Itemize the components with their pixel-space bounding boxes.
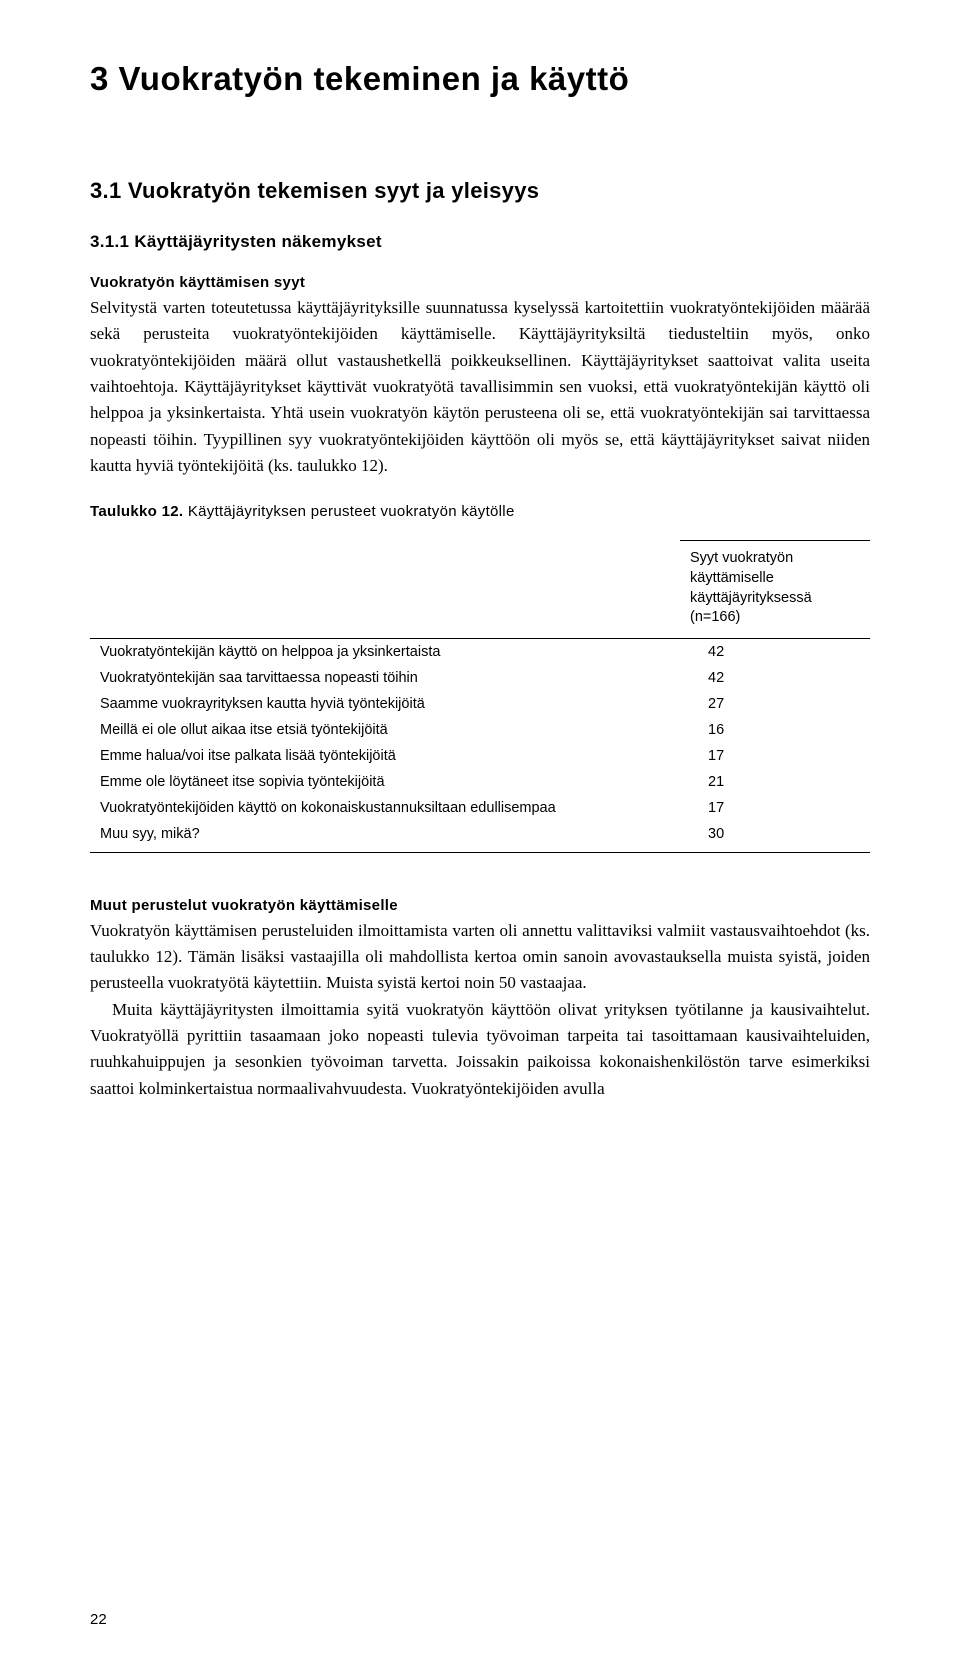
table-cell-value: 27 (680, 691, 870, 717)
subheading-reasons: Vuokratyön käyttämisen syyt (90, 274, 870, 291)
paragraph-other-2: Muita käyttäjäyritysten ilmoittamia syit… (90, 997, 870, 1102)
section-title: 3.1 Vuokratyön tekemisen syyt ja yleisyy… (90, 178, 870, 204)
subsection-title: 3.1.1 Käyttäjäyritysten näkemykset (90, 232, 870, 252)
table-cell-value: 16 (680, 717, 870, 743)
table-cell-label: Saamme vuokrayrityksen kautta hyviä työn… (90, 691, 680, 717)
paragraph-reasons: Selvitystä varten toteutetussa käyttäjäy… (90, 295, 870, 479)
table-cell-value: 17 (680, 743, 870, 769)
table-cell-label: Meillä ei ole ollut aikaa itse etsiä työ… (90, 717, 680, 743)
table-cell-value: 42 (680, 665, 870, 691)
table-header-right: Syyt vuokratyön käyttämiselle käyttäjäyr… (680, 541, 870, 638)
page-number: 22 (90, 1611, 107, 1628)
table-caption-label: Taulukko 12. (90, 503, 183, 520)
table-cell-value: 21 (680, 769, 870, 795)
table-cell-label: Emme ole löytäneet itse sopivia työnteki… (90, 769, 680, 795)
table-caption: Taulukko 12. Käyttäjäyrityksen perusteet… (90, 503, 870, 520)
table-row: Muu syy, mikä? 30 (90, 821, 870, 853)
table-reasons: Syyt vuokratyön käyttämiselle käyttäjäyr… (90, 540, 870, 852)
table-header-empty (90, 541, 680, 638)
table-cell-label: Vuokratyöntekijöiden käyttö on kokonaisk… (90, 795, 680, 821)
table-row: Vuokratyöntekijän saa tarvittaessa nopea… (90, 665, 870, 691)
table-cell-label: Emme halua/voi itse palkata lisää työnte… (90, 743, 680, 769)
table-row: Meillä ei ole ollut aikaa itse etsiä työ… (90, 717, 870, 743)
chapter-title: 3 Vuokratyön tekeminen ja käyttö (90, 60, 870, 98)
table-caption-text: Käyttäjäyrityksen perusteet vuokratyön k… (183, 503, 514, 520)
table-row: Emme ole löytäneet itse sopivia työnteki… (90, 769, 870, 795)
paragraph-other-1: Vuokratyön käyttämisen perusteluiden ilm… (90, 918, 870, 997)
table-cell-value: 42 (680, 638, 870, 665)
table-row: Emme halua/voi itse palkata lisää työnte… (90, 743, 870, 769)
table-cell-label: Muu syy, mikä? (90, 821, 680, 853)
table-cell-label: Vuokratyöntekijän saa tarvittaessa nopea… (90, 665, 680, 691)
table-cell-value: 30 (680, 821, 870, 853)
table-cell-value: 17 (680, 795, 870, 821)
table-row: Vuokratyöntekijän käyttö on helppoa ja y… (90, 638, 870, 665)
table-row: Saamme vuokrayrityksen kautta hyviä työn… (90, 691, 870, 717)
subheading-other: Muut perustelut vuokratyön käyttämiselle (90, 897, 870, 914)
table-cell-label: Vuokratyöntekijän käyttö on helppoa ja y… (90, 638, 680, 665)
table-row: Vuokratyöntekijöiden käyttö on kokonaisk… (90, 795, 870, 821)
